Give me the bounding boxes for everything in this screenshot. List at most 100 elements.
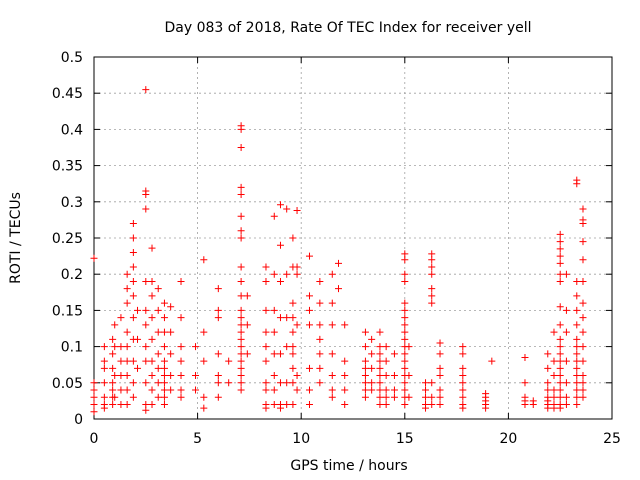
data-point [270, 328, 278, 336]
data-point [544, 404, 552, 412]
data-point [328, 372, 336, 380]
data-point [270, 270, 278, 278]
data-point [556, 357, 564, 365]
x-tick-label: 5 [193, 431, 202, 447]
data-point [579, 314, 587, 322]
data-point [401, 277, 409, 285]
data-point [289, 234, 297, 242]
data-point [160, 372, 168, 380]
data-point [305, 252, 313, 260]
data-point [148, 277, 156, 285]
data-point [428, 263, 436, 271]
data-point [328, 350, 336, 358]
data-point [376, 357, 384, 365]
data-point [328, 270, 336, 278]
data-point [142, 306, 150, 314]
data-point [142, 406, 150, 414]
data-point [401, 328, 409, 336]
data-point [289, 364, 297, 372]
data-point [573, 180, 581, 188]
data-point [148, 244, 156, 252]
data-point [556, 252, 564, 260]
data-point [237, 379, 245, 387]
data-point [562, 306, 570, 314]
data-point [556, 270, 564, 278]
data-point [214, 379, 222, 387]
data-point [550, 393, 558, 401]
data-point [289, 379, 297, 387]
data-point [237, 357, 245, 365]
data-point [148, 386, 156, 394]
data-point [148, 314, 156, 322]
axis-ticks: 0 0.05 0.1 0.15 0.2 0.25 0.3 0.35 0.4 0.45 0.5 0 5 10… [52, 50, 621, 447]
data-point [579, 393, 587, 401]
data-point [123, 401, 131, 409]
data-points [90, 86, 587, 416]
data-point [142, 357, 150, 365]
data-point [100, 364, 108, 372]
data-point [556, 321, 564, 329]
data-point [376, 372, 384, 380]
data-point [550, 404, 558, 412]
data-point [117, 401, 125, 409]
data-point [262, 386, 270, 394]
data-point [293, 206, 301, 214]
data-point [214, 372, 222, 380]
data-point [160, 386, 168, 394]
y-tick-label: 0.2 [61, 267, 83, 283]
data-point [148, 401, 156, 409]
data-point [521, 353, 529, 361]
data-point [390, 350, 398, 358]
data-point [148, 372, 156, 380]
data-point [134, 335, 142, 343]
data-point [401, 357, 409, 365]
data-point [142, 205, 150, 213]
data-point [376, 328, 384, 336]
data-point [544, 379, 552, 387]
data-point [579, 379, 587, 387]
data-point [90, 401, 98, 409]
data-point [160, 401, 168, 409]
data-point [556, 259, 564, 267]
data-point [167, 303, 175, 311]
data-point [270, 372, 278, 380]
data-point [237, 227, 245, 235]
data-point [422, 404, 430, 412]
data-point [305, 401, 313, 409]
data-point [436, 401, 444, 409]
data-point [316, 299, 324, 307]
data-point [401, 335, 409, 343]
data-point [368, 364, 376, 372]
data-point [129, 263, 137, 271]
data-point [579, 220, 587, 228]
data-point [361, 372, 369, 380]
data-point [276, 241, 284, 249]
data-point [401, 306, 409, 314]
data-point [459, 393, 467, 401]
data-point [167, 328, 175, 336]
data-point [111, 343, 119, 351]
data-point [550, 328, 558, 336]
data-point [270, 306, 278, 314]
data-point [401, 270, 409, 278]
x-axis-label: GPS time / hours [290, 458, 407, 474]
y-axis-label: ROTI / TECUs [8, 192, 24, 284]
data-point [160, 357, 168, 365]
data-point [368, 350, 376, 358]
data-point [262, 263, 270, 271]
data-point [123, 285, 131, 293]
y-tick-label: 0.35 [52, 159, 83, 175]
data-point [262, 306, 270, 314]
data-point [556, 335, 564, 343]
data-point [550, 357, 558, 365]
data-point [90, 379, 98, 387]
data-point [289, 350, 297, 358]
data-point [401, 401, 409, 409]
data-point [142, 343, 150, 351]
data-point [544, 350, 552, 358]
data-point [544, 386, 552, 394]
data-point [382, 372, 390, 380]
data-point [579, 386, 587, 394]
data-point [154, 306, 162, 314]
data-point [283, 343, 291, 351]
